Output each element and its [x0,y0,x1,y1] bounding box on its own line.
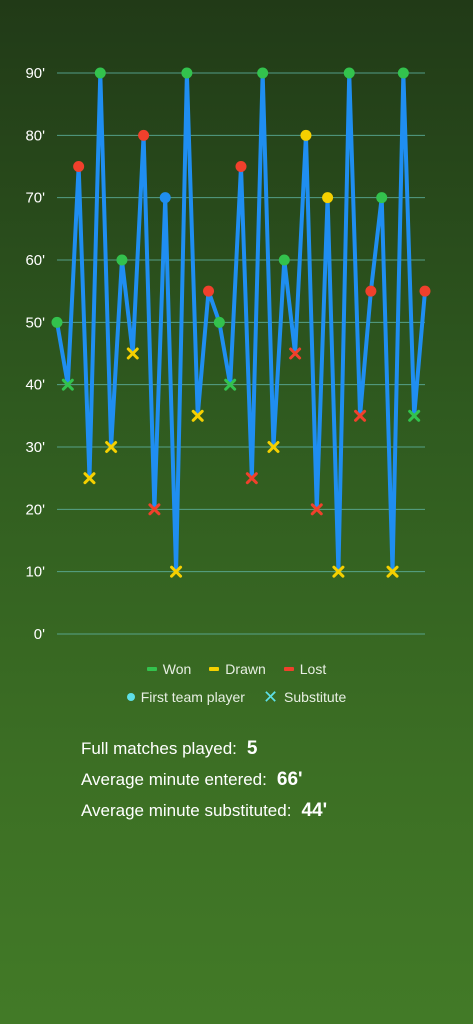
legend-won: Won [146,661,192,677]
y-axis-ticks: 0' 10' 20' 30' 40' 50' 60' 70' 80' 90' [25,65,45,643]
legend-substitute: ✕ Substitute [262,687,347,707]
y-tick-label: 30' [25,439,45,456]
y-tick-label: 20' [25,501,45,518]
point-substitute [408,409,421,422]
y-tick-label: 70' [25,190,45,207]
point-substitute [332,565,345,578]
legend-first-team: First team player [126,689,245,705]
stats-panel: Full matches played: 5 Average minute en… [81,733,327,826]
point-first-team [51,316,63,328]
stat-avg-substituted-value: 44' [301,799,328,821]
legend-won-label: Won [162,661,192,677]
chart-grid [57,72,425,635]
point-first-team [138,129,150,141]
point-substitute [310,503,323,516]
legend-player-kind: First team player ✕ Substitute [0,687,473,707]
stat-avg-substituted: Average minute substituted: 44' [81,795,327,826]
legend-substitute-label: Substitute [284,689,347,705]
y-tick-label: 50' [25,314,45,331]
stat-avg-substituted-label: Average minute substituted: [81,800,292,820]
minutes-chart: 0' 10' 20' 30' 40' 50' 60' 70' 80' 90' [25,65,431,643]
point-first-team [235,161,247,172]
point-substitute [245,472,258,485]
point-first-team [94,67,106,79]
stat-full-matches-value: 5 [246,737,258,759]
legend-drawn: Drawn [209,661,266,677]
legend-lost-label: Lost [299,661,327,677]
point-first-team [322,192,334,204]
y-tick-label: 40' [25,377,45,394]
y-tick-label: 90' [25,65,45,82]
point-substitute [354,409,367,422]
y-tick-label: 10' [25,564,45,581]
point-first-team [397,67,409,79]
point-substitute [267,441,280,453]
cross-marker-icon: ✕ [262,687,279,707]
lost-swatch-icon [283,667,294,671]
point-substitute [289,347,302,360]
point-first-team [159,192,171,204]
point-substitute [105,441,118,453]
y-tick-label: 80' [25,127,45,144]
point-substitute [61,378,74,391]
stat-full-matches-label: Full matches played: [81,738,237,758]
point-first-team [343,67,355,79]
point-substitute [224,378,237,391]
point-first-team [419,285,431,297]
point-first-team [213,316,225,328]
point-first-team [203,285,215,297]
point-substitute [126,347,139,360]
chart-markers [51,67,431,578]
legend-drawn-label: Drawn [225,661,266,677]
circle-marker-icon [126,693,135,701]
y-tick-label: 0' [34,626,45,643]
point-substitute [148,503,161,516]
point-first-team [116,254,128,266]
point-first-team [300,129,312,141]
y-tick-label: 60' [25,252,45,269]
legend-lost: Lost [283,661,327,677]
stat-avg-entered: Average minute entered: 66' [81,764,327,795]
legend-results: Won Drawn Lost [0,661,473,677]
point-first-team [73,161,85,172]
point-substitute [191,409,204,422]
stat-avg-entered-label: Average minute entered: [81,769,267,789]
point-first-team [278,254,290,266]
won-swatch-icon [146,667,157,671]
point-substitute [83,472,96,485]
point-first-team [181,67,193,79]
point-substitute [170,565,183,578]
point-first-team [376,192,388,204]
point-first-team [257,67,269,79]
point-substitute [386,565,399,578]
stat-avg-entered-value: 66' [276,768,303,790]
legend-first-team-label: First team player [140,689,245,705]
stat-full-matches: Full matches played: 5 [81,733,327,764]
drawn-swatch-icon [209,667,220,671]
point-first-team [365,285,377,297]
